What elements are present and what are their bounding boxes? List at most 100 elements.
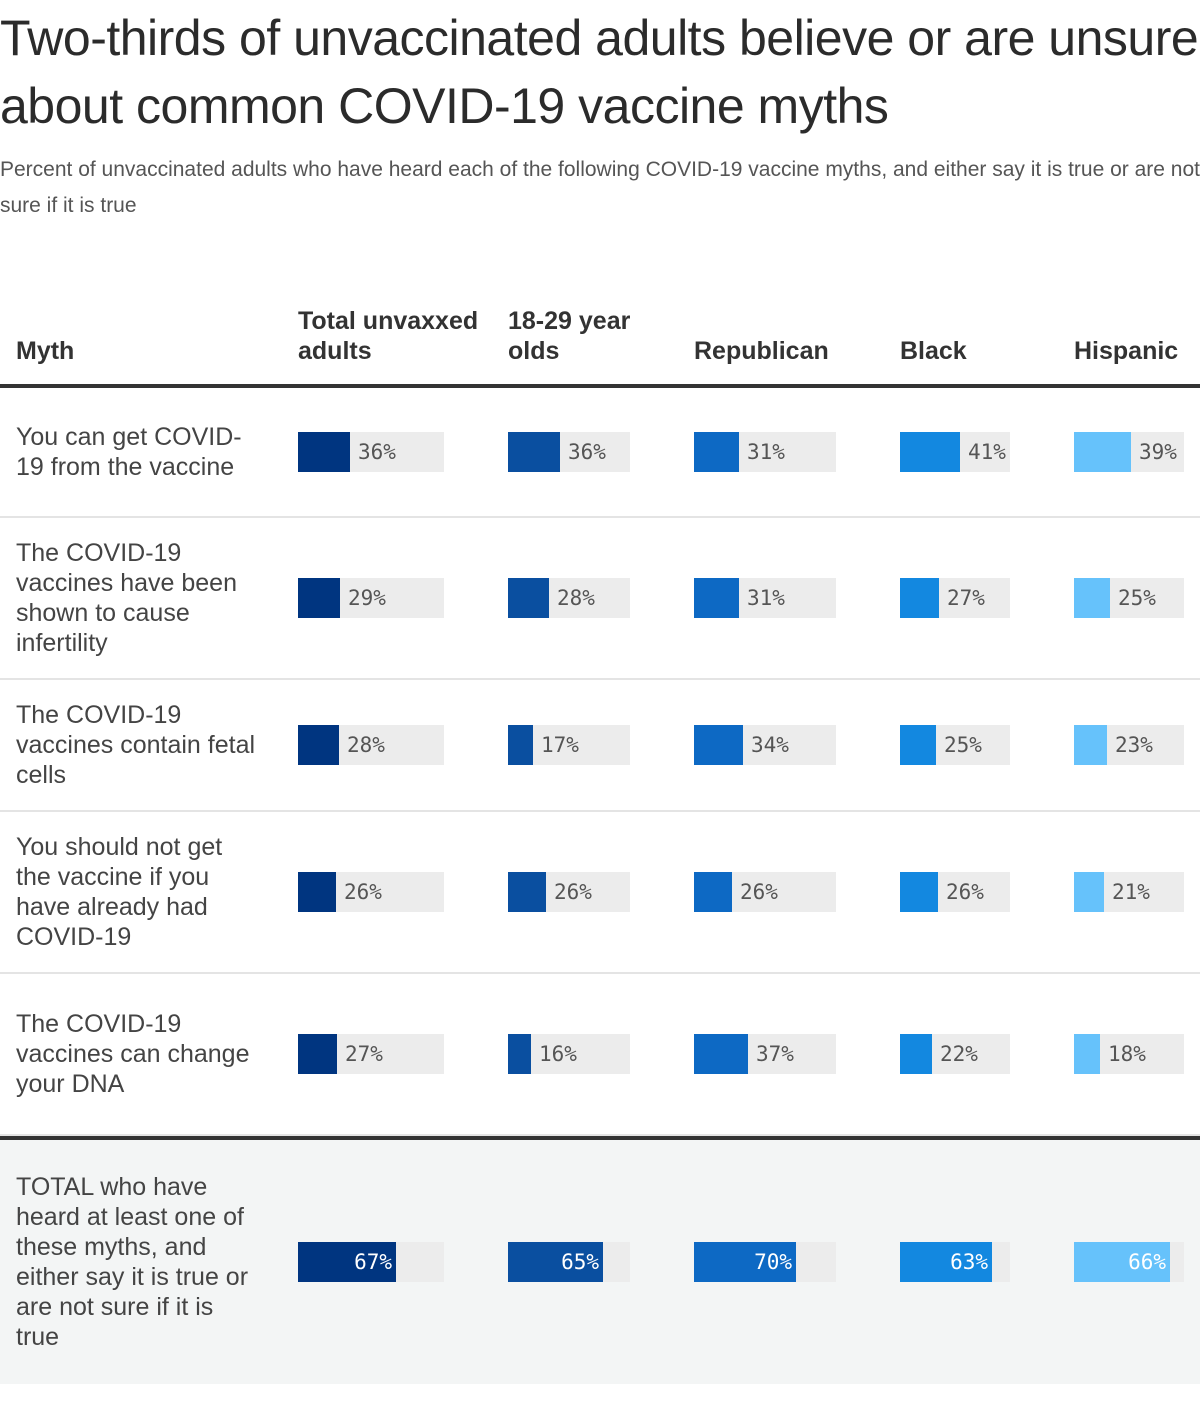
bar-track-rep: 37% (694, 1034, 836, 1074)
bar-track-total: 26% (298, 872, 444, 912)
value-label-rep: 26% (740, 880, 778, 904)
value-label-hisp: 18% (1108, 1042, 1146, 1066)
table-row: You can get COVID-19 from the vaccine 36%… (0, 388, 1200, 518)
bar-black (900, 1242, 992, 1282)
header-age: 18-29 year olds (508, 307, 631, 365)
value-label-total: 36% (358, 440, 396, 464)
value-label-rep: 31% (747, 586, 785, 610)
bar-track-age: 17% (508, 725, 630, 765)
bar-total (298, 725, 339, 765)
bar-hisp (1074, 1242, 1170, 1282)
bar-rep (694, 432, 739, 472)
myth-label: You should not get the vaccine if you ha… (16, 833, 223, 951)
value-label-hisp: 21% (1112, 880, 1150, 904)
bar-track-total: 29% (298, 578, 444, 618)
bar-total (298, 1034, 337, 1074)
bar-total (298, 1242, 396, 1282)
bar-black (900, 1034, 932, 1074)
value-label-black: 63% (950, 1250, 988, 1274)
bar-age (508, 872, 546, 912)
value-label-total: 27% (345, 1042, 383, 1066)
bar-track-total: 67% (298, 1242, 444, 1282)
bar-rep (694, 578, 739, 618)
bar-age (508, 432, 560, 472)
header-hisp: Hispanic (1074, 337, 1179, 365)
myth-label: TOTAL who have heard at least one of the… (16, 1173, 249, 1351)
value-label-age: 28% (557, 586, 595, 610)
bar-track-rep: 70% (694, 1242, 836, 1282)
bar-total (298, 578, 340, 618)
table-row: The COVID-19 vaccines have been shown to… (0, 518, 1200, 680)
bar-track-hisp: 25% (1074, 578, 1184, 618)
value-label-hisp: 23% (1115, 733, 1153, 757)
chart-title: Two-thirds of unvaccinated adults believ… (0, 10, 1199, 134)
bar-age (508, 1242, 603, 1282)
bar-track-rep: 31% (694, 432, 836, 472)
table-row: The COVID-19 vaccines can change your DN… (0, 974, 1200, 1136)
total-row: TOTAL who have heard at least one of the… (0, 1136, 1200, 1384)
table-row: You should not get the vaccine if you ha… (0, 812, 1200, 974)
bar-track-hisp: 23% (1074, 725, 1184, 765)
bar-total (298, 432, 350, 472)
value-label-total: 26% (344, 880, 382, 904)
bar-hisp (1074, 725, 1107, 765)
bar-rep (694, 725, 743, 765)
bar-track-age: 36% (508, 432, 630, 472)
value-label-rep: 37% (756, 1042, 794, 1066)
header-rep: Republican (694, 337, 829, 365)
bar-track-total: 28% (298, 725, 444, 765)
header-total: Total unvaxxed adults (298, 307, 479, 365)
bar-track-rep: 34% (694, 725, 836, 765)
bar-black (900, 872, 938, 912)
myth-label: The COVID-19 vaccines contain fetal cell… (16, 701, 256, 789)
table-body: You can get COVID-19 from the vaccine 36%… (0, 388, 1200, 1384)
value-label-age: 26% (554, 880, 592, 904)
bar-track-rep: 31% (694, 578, 836, 618)
value-label-black: 22% (940, 1042, 978, 1066)
bar-track-age: 16% (508, 1034, 630, 1074)
bar-black (900, 725, 936, 765)
bar-hisp (1074, 1034, 1100, 1074)
value-label-total: 29% (348, 586, 386, 610)
myth-label: The COVID-19 vaccines have been shown to… (16, 539, 237, 657)
header-myth: Myth (16, 337, 75, 365)
bar-track-black: 26% (900, 872, 1010, 912)
bar-track-age: 26% (508, 872, 630, 912)
bar-rep (694, 872, 732, 912)
myths-table: Myth Total unvaxxed adults 18-29 year old… (0, 270, 1200, 1384)
bar-track-hisp: 18% (1074, 1034, 1184, 1074)
bar-hisp (1074, 578, 1110, 618)
value-label-black: 26% (946, 880, 984, 904)
header-black: Black (900, 337, 967, 365)
value-label-total: 67% (354, 1250, 392, 1274)
value-label-hisp: 66% (1128, 1250, 1166, 1274)
bar-rep (694, 1034, 748, 1074)
value-label-total: 28% (347, 733, 385, 757)
value-label-rep: 31% (747, 440, 785, 464)
bar-track-age: 28% (508, 578, 630, 618)
myth-label: The COVID-19 vaccines can change your DN… (16, 1010, 250, 1098)
bar-track-total: 27% (298, 1034, 444, 1074)
value-label-age: 65% (561, 1250, 599, 1274)
value-label-age: 16% (539, 1042, 577, 1066)
value-label-rep: 70% (754, 1250, 792, 1274)
bar-track-black: 25% (900, 725, 1010, 765)
bar-track-hisp: 21% (1074, 872, 1184, 912)
value-label-black: 27% (947, 586, 985, 610)
bar-hisp (1074, 872, 1104, 912)
value-label-age: 17% (541, 733, 579, 757)
value-label-rep: 34% (751, 733, 789, 757)
value-label-age: 36% (568, 440, 606, 464)
bar-track-black: 41% (900, 432, 1010, 472)
bar-age (508, 725, 533, 765)
value-label-hisp: 39% (1139, 440, 1177, 464)
bar-track-black: 22% (900, 1034, 1010, 1074)
bar-black (900, 578, 939, 618)
bar-track-total: 36% (298, 432, 444, 472)
value-label-hisp: 25% (1118, 586, 1156, 610)
bar-total (298, 872, 336, 912)
value-label-black: 25% (944, 733, 982, 757)
myth-label: You can get COVID-19 from the vaccine (16, 423, 242, 481)
bar-black (900, 432, 960, 472)
bar-hisp (1074, 432, 1131, 472)
